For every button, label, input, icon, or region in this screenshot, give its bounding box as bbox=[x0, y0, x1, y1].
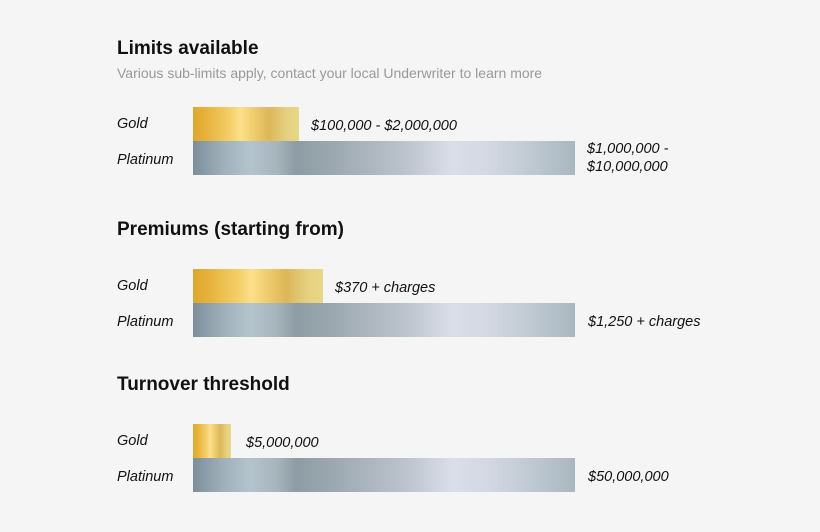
section-title-limits: Limits available bbox=[117, 38, 259, 59]
value-gold-limits: $100,000 - $2,000,000 bbox=[311, 118, 457, 134]
bar-gold-limits bbox=[193, 107, 299, 141]
bar-platinum-premiums bbox=[193, 303, 575, 337]
row-label-gold: Gold bbox=[117, 278, 148, 294]
value-gold-turnover: $5,000,000 bbox=[246, 435, 319, 451]
bar-gold-premiums bbox=[193, 269, 323, 303]
row-label-platinum: Platinum bbox=[117, 469, 174, 485]
value-platinum-limits-line2: $10,000,000 bbox=[587, 159, 668, 175]
row-label-gold: Gold bbox=[117, 116, 148, 132]
row-label-gold: Gold bbox=[117, 433, 148, 449]
value-gold-premiums: $370 + charges bbox=[335, 280, 436, 296]
bar-platinum-limits bbox=[193, 141, 575, 175]
bar-gold-turnover bbox=[193, 424, 231, 458]
section-title-premiums: Premiums (starting from) bbox=[117, 219, 344, 240]
value-platinum-limits-line1: $1,000,000 - bbox=[587, 141, 669, 157]
section-subtitle-limits: Various sub-limits apply, contact your l… bbox=[117, 65, 543, 81]
section-title-turnover: Turnover threshold bbox=[117, 374, 290, 395]
value-platinum-premiums: $1,250 + charges bbox=[588, 314, 701, 330]
row-label-platinum: Platinum bbox=[117, 152, 174, 168]
row-label-platinum: Platinum bbox=[117, 314, 174, 330]
value-platinum-turnover: $50,000,000 bbox=[588, 469, 669, 485]
bar-platinum-turnover bbox=[193, 458, 575, 492]
